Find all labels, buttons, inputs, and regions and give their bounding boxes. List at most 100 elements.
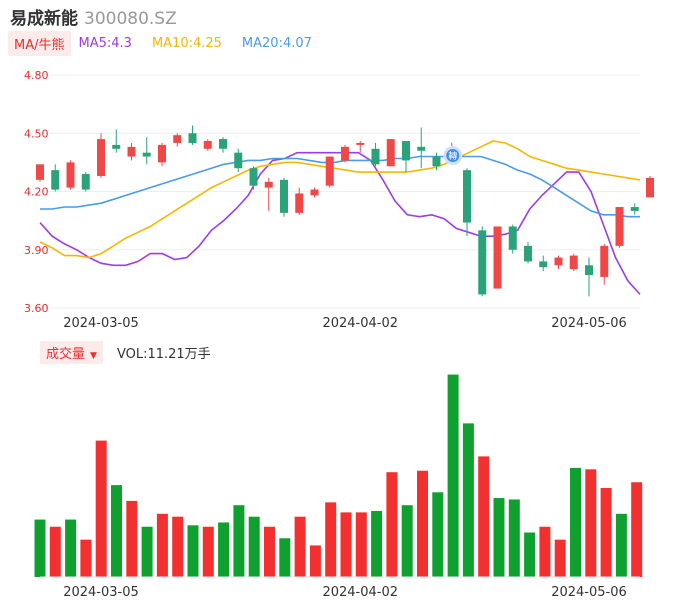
candle-body: [508, 226, 517, 250]
candle-down: [81, 172, 90, 192]
candle-up: [158, 142, 166, 167]
volume-bar-down: [141, 526, 153, 577]
volume-bar-up: [202, 526, 214, 577]
candle-body: [264, 181, 273, 188]
volume-bar-up: [585, 469, 597, 577]
volume-bar-down: [401, 505, 413, 577]
volume-bar-down: [432, 492, 444, 577]
candle-body: [280, 179, 288, 213]
candle-up: [615, 207, 624, 248]
candle-down: [585, 257, 593, 297]
volume-chart[interactable]: 2024-03-05 2024-04-02 2024-05-06: [0, 366, 686, 606]
candle-body: [81, 174, 90, 190]
volume-bar-down: [187, 525, 199, 577]
candle-up: [493, 226, 502, 289]
candle-body: [173, 135, 182, 143]
candle-down: [432, 152, 441, 171]
candle-up: [310, 187, 319, 198]
volume-indicator-button[interactable]: 成交量 ▼: [40, 340, 103, 364]
candle-down: [508, 224, 517, 254]
candle-body: [386, 139, 395, 167]
x-tick-label: 2024-04-02: [322, 316, 398, 330]
volume-bar-down: [233, 505, 245, 577]
candle-down: [524, 241, 532, 264]
volume-bar-up: [309, 545, 321, 577]
candle-up: [295, 187, 304, 215]
volume-bar-up: [631, 482, 643, 577]
candle-body: [356, 142, 365, 145]
candle-down: [402, 141, 410, 173]
caret-down-icon: ▼: [90, 350, 97, 361]
candle-body: [325, 156, 334, 186]
volume-bar-down: [34, 519, 46, 577]
candle-up: [264, 177, 273, 211]
x-tick-label: 2024-05-06: [551, 316, 627, 330]
volume-bar-up: [355, 512, 367, 577]
volume-bar-up: [264, 526, 275, 577]
volume-bar-down: [524, 532, 536, 577]
candle-body: [203, 141, 212, 149]
stock-title: 易成新能 300080.SZ: [10, 4, 177, 30]
candle-body: [585, 265, 593, 275]
volume-bar-up: [539, 526, 551, 577]
volume-bar-up: [49, 526, 61, 577]
candle-body: [646, 177, 654, 198]
candle-body: [569, 255, 578, 270]
y-tick-label: 4.50: [24, 127, 49, 140]
candle-down: [417, 127, 426, 169]
volume-bar-up: [294, 516, 306, 577]
candle-body: [249, 168, 258, 186]
candle-body: [127, 146, 136, 157]
ma20-line: [40, 155, 640, 218]
volume-bar-down: [508, 499, 520, 577]
x-tick-label: 2024-03-05: [63, 316, 139, 330]
candle-down: [478, 226, 487, 297]
event-marker-icon: 轉: [443, 146, 463, 166]
volume-bar-up: [386, 472, 398, 577]
candle-body: [478, 230, 487, 295]
candle-body: [295, 193, 304, 213]
stock-code: 300080.SZ: [84, 9, 177, 29]
candle-body: [97, 139, 105, 176]
candle-body: [630, 207, 639, 211]
candle-up: [569, 253, 578, 272]
candle-body: [402, 141, 410, 161]
volume-bar-down: [111, 485, 122, 577]
volume-bar-down: [218, 522, 230, 577]
price-chart[interactable]: 4.80 4.50 4.20 3.90 3.60 2024-03-05 2024-04-02…: [0, 0, 686, 330]
candle-down: [371, 142, 380, 167]
candle-body: [417, 146, 426, 151]
x-tick-label: 2024-04-02: [322, 585, 398, 600]
volume-bar-up: [340, 512, 352, 577]
ma5-line: [39, 151, 641, 295]
candle-up: [386, 139, 395, 167]
volume-indicator-label: 成交量: [46, 346, 86, 362]
candle-down: [142, 137, 151, 165]
candle-up: [36, 164, 44, 182]
volume-bar-up: [95, 440, 107, 577]
ma-toggle-button[interactable]: MA/牛熊: [8, 30, 71, 56]
volume-bar-down: [279, 538, 291, 577]
volume-bar-down: [493, 498, 505, 577]
candle-body: [463, 170, 471, 223]
candle-down: [463, 168, 471, 237]
y-tick-label: 4.80: [24, 69, 49, 82]
volume-bar-up: [126, 500, 138, 577]
candle-body: [36, 164, 44, 180]
candle-body: [493, 226, 502, 289]
volume-bar-down: [65, 519, 77, 577]
candle-body: [554, 257, 563, 266]
y-tick-label: 3.90: [24, 244, 49, 257]
candle-body: [615, 207, 624, 246]
volume-bar-up: [600, 487, 612, 577]
ma5-label: MA5:4.3: [78, 35, 132, 51]
candle-body: [219, 139, 227, 149]
candle-body: [524, 245, 532, 262]
candle-body: [310, 189, 319, 196]
candle-body: [539, 261, 548, 268]
volume-bar-up: [172, 516, 184, 577]
volume-bar-up: [80, 539, 92, 577]
ma20-label: MA20:4.07: [241, 35, 312, 51]
candle-down: [188, 125, 197, 145]
candle-body: [371, 148, 380, 165]
